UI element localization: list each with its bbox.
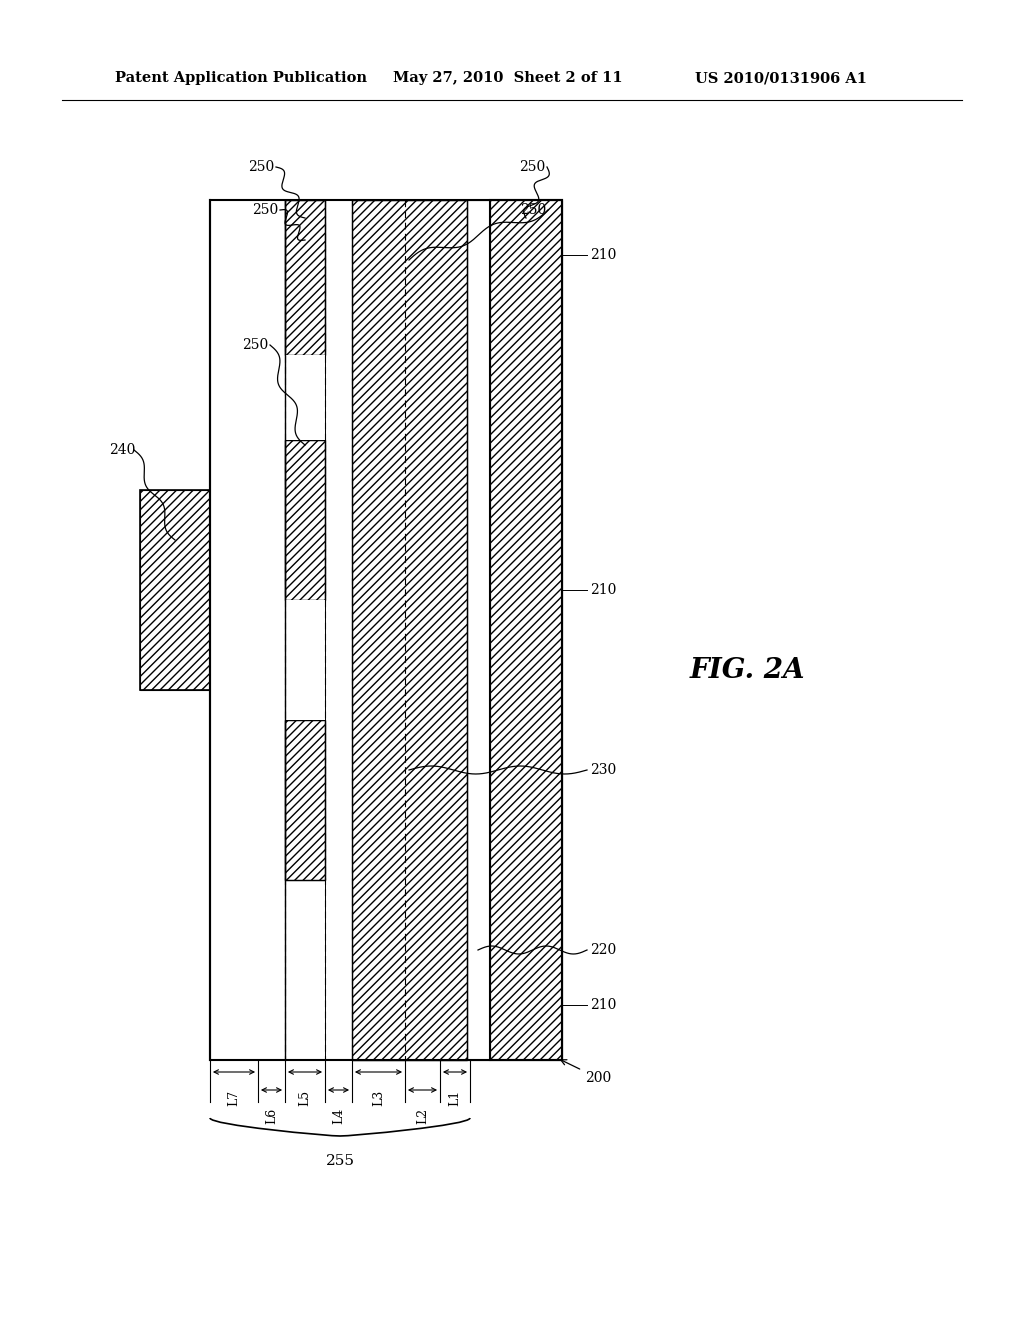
Bar — [285, 440, 325, 601]
Text: US 2010/0131906 A1: US 2010/0131906 A1 — [695, 71, 867, 84]
Bar — [467, 201, 490, 1060]
Bar — [285, 355, 325, 440]
Text: L2: L2 — [416, 1107, 429, 1125]
Text: 250: 250 — [252, 203, 279, 216]
Text: 255: 255 — [326, 1154, 354, 1168]
Text: 220: 220 — [590, 942, 616, 957]
Bar — [140, 490, 210, 690]
Bar — [285, 719, 325, 880]
Text: 210: 210 — [590, 248, 616, 261]
Bar — [285, 601, 325, 719]
Text: Patent Application Publication: Patent Application Publication — [115, 71, 367, 84]
Text: 250: 250 — [248, 160, 274, 174]
Bar — [285, 201, 325, 355]
Bar — [210, 201, 562, 1060]
Text: 240: 240 — [109, 444, 135, 457]
Text: L7: L7 — [227, 1090, 241, 1106]
Bar — [352, 201, 467, 1060]
Text: 210: 210 — [590, 998, 616, 1012]
Bar — [285, 719, 325, 880]
Text: L1: L1 — [449, 1090, 462, 1106]
Text: L5: L5 — [299, 1090, 311, 1106]
Bar — [285, 440, 325, 601]
Text: L6: L6 — [265, 1107, 278, 1125]
Text: L3: L3 — [372, 1090, 385, 1106]
Bar — [210, 201, 285, 1060]
Bar — [325, 201, 352, 1060]
Text: L4: L4 — [332, 1107, 345, 1125]
Text: 200: 200 — [561, 1060, 611, 1085]
Text: 250: 250 — [242, 338, 268, 352]
Bar — [285, 201, 325, 355]
Text: 230: 230 — [590, 763, 616, 777]
Text: May 27, 2010  Sheet 2 of 11: May 27, 2010 Sheet 2 of 11 — [393, 71, 623, 84]
Bar — [490, 201, 562, 1060]
Text: 250: 250 — [520, 203, 546, 216]
Text: 210: 210 — [590, 583, 616, 597]
Bar — [140, 490, 210, 690]
Bar — [490, 201, 562, 1060]
Text: 250: 250 — [519, 160, 545, 174]
Bar — [352, 201, 467, 1060]
Text: FIG. 2A: FIG. 2A — [690, 656, 806, 684]
